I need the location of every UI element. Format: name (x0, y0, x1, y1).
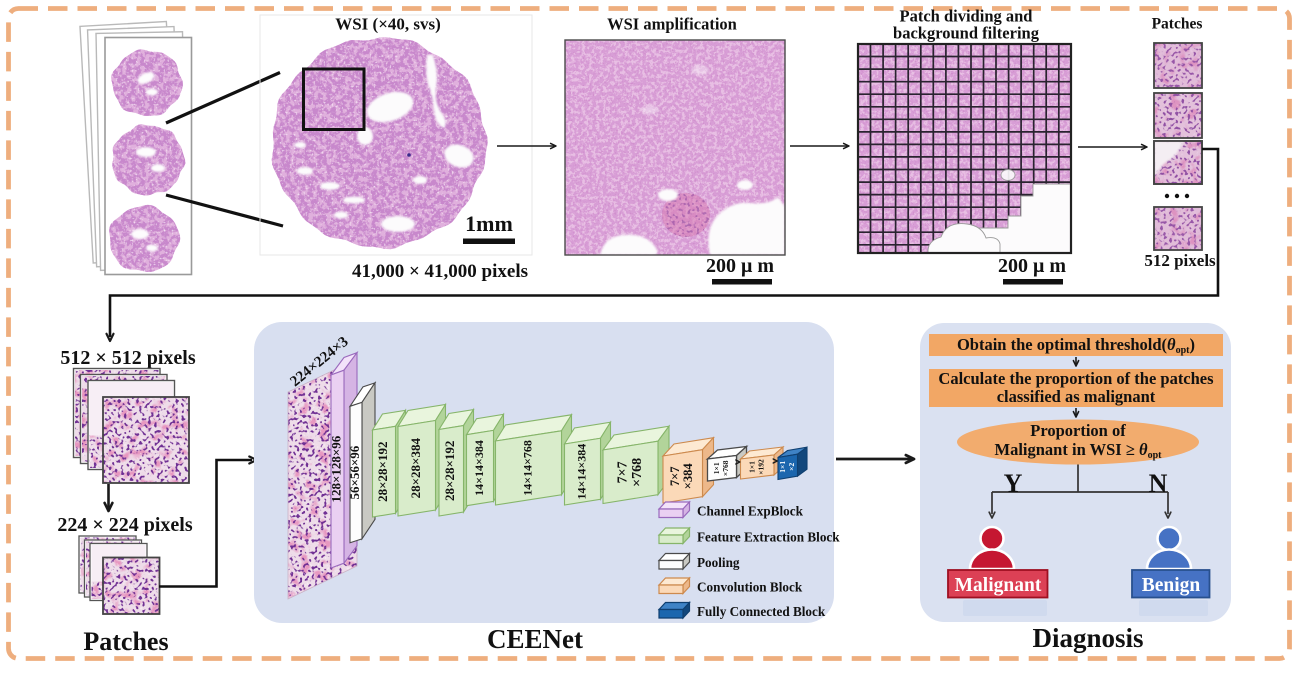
svg-text:Malignant in WSI ≥ θopt: Malignant in WSI ≥ θopt (995, 440, 1163, 461)
svg-text:Pooling: Pooling (697, 555, 740, 570)
svg-text:128×128×96: 128×128×96 (328, 435, 343, 502)
svg-text:×384: ×384 (681, 463, 695, 490)
svg-text:Fully Connected Block: Fully Connected Block (697, 604, 826, 619)
svg-text:CEENet: CEENet (487, 624, 583, 654)
svg-text:Patch dividing and: Patch dividing and (900, 7, 1033, 26)
svg-text:×192: ×192 (757, 459, 766, 475)
svg-text:28×28×192: 28×28×192 (442, 441, 457, 501)
svg-text:200 μ m: 200 μ m (706, 255, 774, 277)
svg-text:Patches: Patches (83, 627, 168, 656)
svg-text:7×7: 7×7 (615, 461, 630, 483)
svg-text:512 × 512 pixels: 512 × 512 pixels (60, 347, 196, 369)
svg-text:Channel ExpBlock: Channel ExpBlock (697, 504, 804, 519)
svg-text:7×7: 7×7 (668, 466, 682, 486)
svg-text:200 μ m: 200 μ m (998, 255, 1066, 277)
svg-text:N: N (1149, 469, 1168, 498)
svg-text:41,000 × 41,000 pixels: 41,000 × 41,000 pixels (352, 261, 528, 282)
svg-text:28×28×384: 28×28×384 (408, 438, 423, 499)
svg-text:background filtering: background filtering (893, 24, 1040, 43)
svg-text:Convolution Block: Convolution Block (697, 580, 803, 595)
svg-text:Obtain the optimal threshold(θ: Obtain the optimal threshold(θopt) (957, 335, 1195, 356)
svg-text:Malignant: Malignant (955, 575, 1042, 596)
svg-text:Diagnosis: Diagnosis (1032, 623, 1143, 653)
svg-text:1×1: 1×1 (712, 462, 721, 474)
svg-text:1mm: 1mm (465, 211, 513, 236)
svg-text:×768: ×768 (630, 458, 645, 487)
svg-text:224 × 224 pixels: 224 × 224 pixels (57, 514, 193, 536)
svg-text:Proportion of: Proportion of (1030, 421, 1126, 440)
svg-text:WSI amplification: WSI amplification (607, 15, 737, 34)
svg-text:28×28×192: 28×28×192 (375, 442, 390, 502)
svg-text:1×1: 1×1 (778, 461, 787, 473)
svg-text:56×56×96: 56×56×96 (347, 445, 362, 499)
svg-text:14×14×384: 14×14×384 (472, 440, 486, 496)
svg-text:1×1: 1×1 (748, 461, 757, 473)
svg-text:classified as malignant: classified as malignant (997, 387, 1156, 406)
svg-text:14×14×384: 14×14×384 (574, 444, 588, 500)
svg-text:Y: Y (1004, 469, 1023, 498)
svg-text:512 pixels: 512 pixels (1144, 251, 1216, 270)
svg-text:Calculate the proportion of th: Calculate the proportion of the patches (938, 369, 1214, 388)
svg-text:14×14×768: 14×14×768 (520, 440, 534, 496)
svg-text:Benign: Benign (1142, 575, 1201, 596)
svg-text:Feature Extraction Block: Feature Extraction Block (697, 530, 840, 545)
svg-text:×2: ×2 (787, 463, 796, 471)
svg-text:WSI (×40, svs): WSI (×40, svs) (335, 15, 441, 34)
svg-text:×768: ×768 (721, 460, 730, 476)
svg-text:Patches: Patches (1152, 16, 1203, 33)
